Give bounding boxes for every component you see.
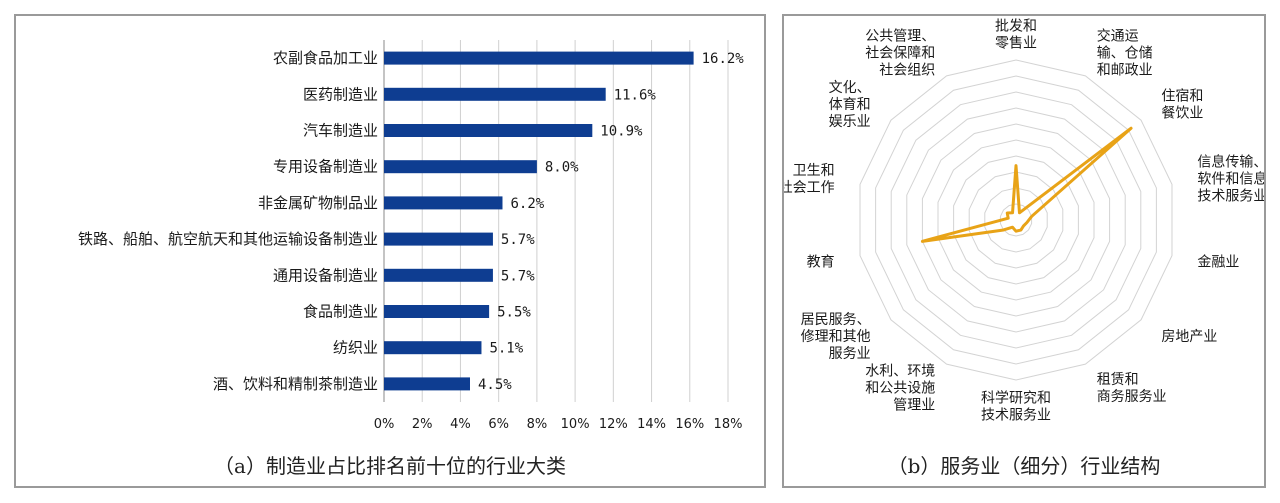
bar xyxy=(384,87,606,101)
radar-axis-label: 水利、环境和公共设施管理业 xyxy=(865,364,935,414)
category-label: 农副食品加工业 xyxy=(273,49,378,67)
bar xyxy=(384,160,537,174)
category-label: 汽车制造业 xyxy=(303,122,378,140)
value-label: 6.2% xyxy=(510,196,544,212)
value-label: 5.7% xyxy=(501,232,535,248)
value-label: 5.7% xyxy=(501,268,535,284)
panel-bar-chart: 0% 2% 4% 6% 8% 10% 12% 14% 16% 18% 农副食品加工业 16.2% 医药制… xyxy=(14,14,766,488)
radar-ring xyxy=(937,139,1095,301)
bar xyxy=(384,51,694,65)
category-label: 纺织业 xyxy=(333,339,378,357)
bar-chart: 0% 2% 4% 6% 8% 10% 12% 14% 16% 18% 农副食品加工业 16.2% 医药制… xyxy=(78,40,745,432)
bar xyxy=(384,196,503,210)
category-label: 医药制造业 xyxy=(303,85,378,103)
radar-ring xyxy=(906,107,1126,333)
radar-axis-label: 金融业 xyxy=(1197,254,1239,270)
radar-axis-label: 信息传输、软件和信息技术服务业 xyxy=(1197,154,1264,205)
radar-axis-label: 居民服务、修理和其他服务业 xyxy=(801,312,871,362)
radar-ring xyxy=(968,171,1064,269)
radar-axis-label: 文化、体育和娱乐业 xyxy=(829,80,871,130)
value-label: 10.9% xyxy=(600,124,643,140)
value-label: 5.5% xyxy=(497,305,531,321)
x-tick-label: 10% xyxy=(561,417,590,432)
x-tick-label: 2% xyxy=(412,417,433,432)
category-label: 专用设备制造业 xyxy=(273,158,378,176)
radar-axis-label: 教育 xyxy=(807,254,835,270)
x-tick-label: 18% xyxy=(714,417,743,432)
radar-ring xyxy=(875,75,1157,365)
x-tick-label: 14% xyxy=(637,417,666,432)
x-tick-label: 16% xyxy=(675,417,704,432)
radar-ring xyxy=(999,203,1033,237)
radar-ring xyxy=(953,155,1079,285)
x-tick-label: 6% xyxy=(488,417,509,432)
category-label: 非金属矿物制品业 xyxy=(258,194,378,212)
value-label: 8.0% xyxy=(545,160,579,176)
bar xyxy=(384,305,490,318)
radar-axis-label: 租赁和商务服务业 xyxy=(1097,372,1167,405)
radar-ring xyxy=(859,59,1173,381)
radar-axis-label: 住宿和餐饮业 xyxy=(1161,88,1203,122)
category-label: 酒、饮料和精制茶制造业 xyxy=(213,375,378,393)
category-label: 铁路、船舶、航空航天和其他运输设备制造业 xyxy=(78,230,378,248)
radar-ring xyxy=(890,91,1142,349)
bar-chart-caption: （a）制造业占比排名前十位的行业大类 xyxy=(214,454,566,478)
x-tick-label: 0% xyxy=(374,417,395,432)
value-label: 16.2% xyxy=(702,51,745,67)
radar-series-line xyxy=(920,126,1133,243)
bar xyxy=(384,124,593,137)
bar xyxy=(384,268,493,282)
radar-axis-label: 房地产业 xyxy=(1161,329,1217,345)
radar-ring xyxy=(921,123,1111,317)
bar xyxy=(384,377,470,391)
x-tick-label: 8% xyxy=(527,417,548,432)
value-label: 4.5% xyxy=(478,377,512,393)
category-label: 通用设备制造业 xyxy=(273,266,378,284)
radar-axis-label: 卫生和社会工作 xyxy=(784,163,835,196)
radar-axis-label: 科学研究和技术服务业 xyxy=(981,391,1051,424)
x-tick-label: 12% xyxy=(599,417,628,432)
panel-radar-chart: 批发和零售业 交通运输、仓储和邮政业 住宿和餐饮业信息传输、软件和信息技术服务业金融… xyxy=(782,14,1266,488)
radar-axis-label: 公共管理、社会保障和社会组织 xyxy=(865,28,935,78)
radar-chart: 批发和零售业 交通运输、仓储和邮政业住宿和餐饮业信息传输、软件和信息技术服务业金融… xyxy=(784,19,1264,424)
radar-chart-caption: （b）服务业（细分）行业结构 xyxy=(887,454,1161,478)
category-label: 食品制造业 xyxy=(303,303,378,321)
value-label: 11.6% xyxy=(614,87,657,103)
bar xyxy=(384,341,482,355)
x-tick-label: 4% xyxy=(450,417,471,432)
value-label: 5.1% xyxy=(489,341,523,357)
radar-axis-label: 交通运输、仓储和邮政业 xyxy=(1097,27,1153,78)
bar xyxy=(384,232,493,246)
radar-axis-label: 批发和零售业 xyxy=(995,19,1037,52)
